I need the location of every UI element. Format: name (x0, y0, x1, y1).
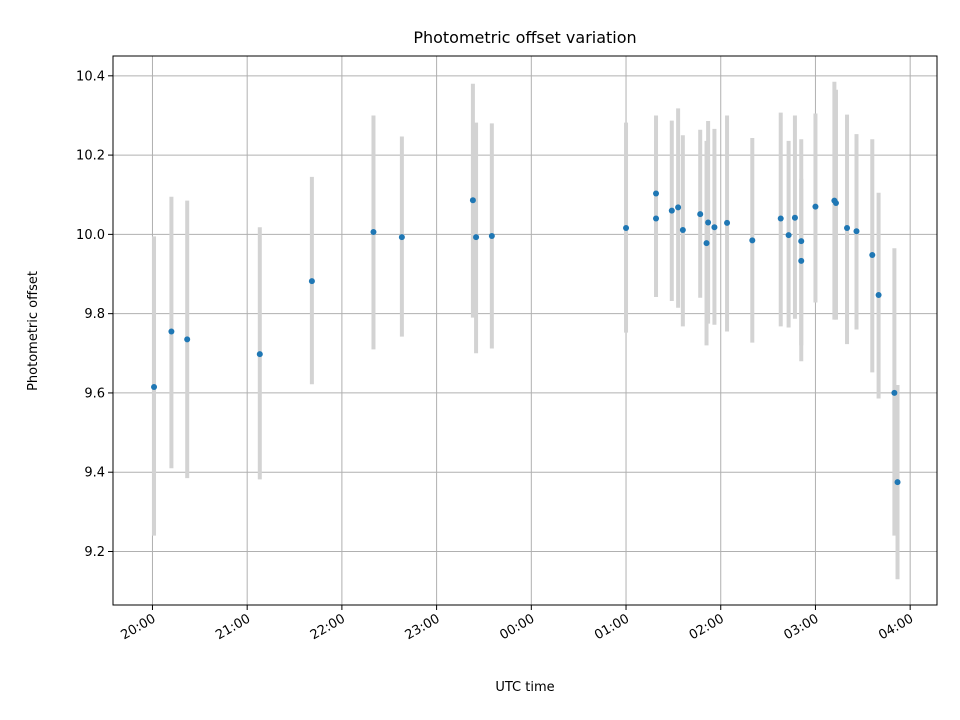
y-tick-label: 9.2 (84, 545, 105, 560)
data-point (256, 351, 263, 358)
data-point (844, 225, 851, 232)
data-point (653, 215, 660, 222)
data-point (308, 278, 315, 285)
data-point (875, 292, 882, 299)
chart-title: Photometric offset variation (413, 28, 636, 47)
data-point (151, 383, 158, 390)
data-point (869, 251, 876, 258)
data-point (785, 232, 792, 239)
data-point (798, 238, 805, 245)
y-tick-label: 9.6 (84, 386, 105, 401)
data-point (894, 479, 901, 486)
data-point (705, 219, 712, 226)
data-point (668, 207, 675, 214)
data-point (469, 197, 476, 204)
data-point (711, 224, 718, 231)
data-point (488, 232, 495, 239)
data-point (184, 336, 191, 343)
data-point (370, 228, 377, 235)
data-point (777, 215, 784, 222)
x-axis-label: UTC time (495, 680, 554, 695)
y-tick-label: 10.4 (76, 69, 105, 84)
data-point (703, 240, 710, 247)
data-points (151, 190, 901, 486)
y-tick-label: 9.8 (84, 307, 105, 322)
data-point (791, 214, 798, 221)
y-tick-label: 10.0 (76, 228, 105, 243)
y-tick-label: 9.4 (84, 466, 105, 481)
y-axis-label: Photometric offset (26, 271, 41, 391)
plot-frame (112, 55, 938, 606)
data-point (798, 257, 805, 264)
data-point (812, 203, 819, 210)
data-point (853, 228, 860, 235)
y-tick-label: 10.2 (76, 149, 105, 164)
data-point (697, 211, 704, 218)
data-point (675, 204, 682, 211)
data-point (679, 227, 686, 234)
data-point (398, 234, 405, 241)
data-point (891, 389, 898, 396)
data-point (168, 328, 175, 335)
data-point (832, 200, 839, 207)
data-point (724, 219, 731, 226)
data-point (473, 234, 480, 241)
data-point (623, 225, 630, 232)
data-point (653, 190, 660, 197)
data-point (749, 237, 756, 244)
